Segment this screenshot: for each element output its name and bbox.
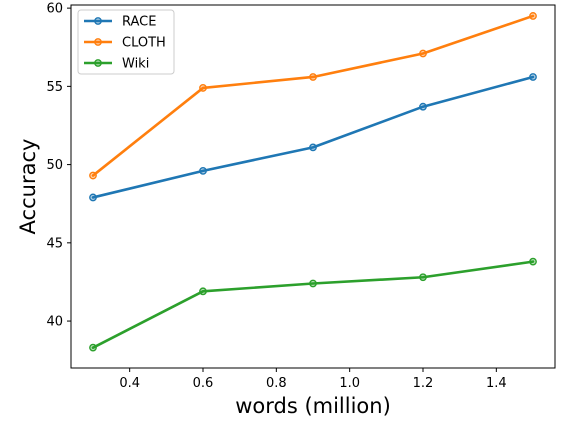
data-point-wiki (199, 287, 207, 296)
series-wiki (89, 257, 537, 352)
y-tick-label: 40 (46, 315, 63, 330)
legend-label-wiki: Wiki (122, 57, 149, 72)
data-point-cloth (309, 73, 317, 81)
x-tick-label: 0.6 (193, 376, 214, 391)
series-cloth (89, 12, 537, 180)
y-tick-label: 50 (46, 158, 63, 173)
x-tick-label: 1.2 (413, 376, 434, 391)
data-point-wiki (89, 343, 97, 352)
y-tick-label: 60 (46, 2, 63, 17)
plot-frame (70, 4, 556, 369)
legend-item-wiki: Wiki (84, 57, 149, 72)
legend-item-race: RACE (84, 15, 156, 30)
series-race (89, 73, 537, 202)
legend-label-cloth: CLOTH (122, 36, 166, 51)
data-point-cloth (199, 84, 207, 92)
series-lines (89, 12, 537, 352)
x-tick-label: 1.4 (486, 376, 507, 391)
legend-marker-wiki (94, 59, 102, 67)
legend: RACE CLOTH Wiki (77, 9, 175, 75)
series-line-wiki (91, 260, 535, 349)
x-tick-label: 1.0 (339, 376, 360, 391)
series-line-cloth (91, 14, 535, 177)
data-point-race (419, 102, 427, 111)
y-axis-label: Accuracy (16, 139, 40, 235)
legend-box (77, 9, 175, 75)
data-point-race (529, 73, 537, 81)
data-point-race (199, 166, 207, 175)
data-point-race (89, 193, 97, 202)
data-point-wiki (529, 257, 537, 266)
data-point-race (309, 143, 317, 152)
axes (70, 4, 556, 369)
x-tick-label: 0.8 (266, 376, 287, 391)
x-tick-label: 0.4 (119, 376, 140, 391)
legend-label-race: RACE (122, 15, 156, 30)
series-line-race (91, 75, 535, 199)
data-point-cloth (419, 49, 427, 58)
data-point-cloth (89, 171, 97, 180)
data-point-wiki (419, 273, 427, 282)
data-point-cloth (529, 12, 537, 20)
y-tick-label: 55 (46, 80, 63, 95)
y-axis-ticks: 40 45 50 55 60 (46, 2, 71, 330)
y-tick-label: 45 (46, 236, 63, 251)
legend-item-cloth: CLOTH (84, 36, 166, 51)
x-axis-label: words (million) (235, 394, 391, 418)
x-axis-ticks: 0.4 0.6 0.8 1.0 1.2 1.4 (119, 368, 507, 391)
legend-marker-race (94, 17, 102, 25)
data-point-wiki (309, 279, 317, 288)
legend-marker-cloth (94, 38, 102, 46)
